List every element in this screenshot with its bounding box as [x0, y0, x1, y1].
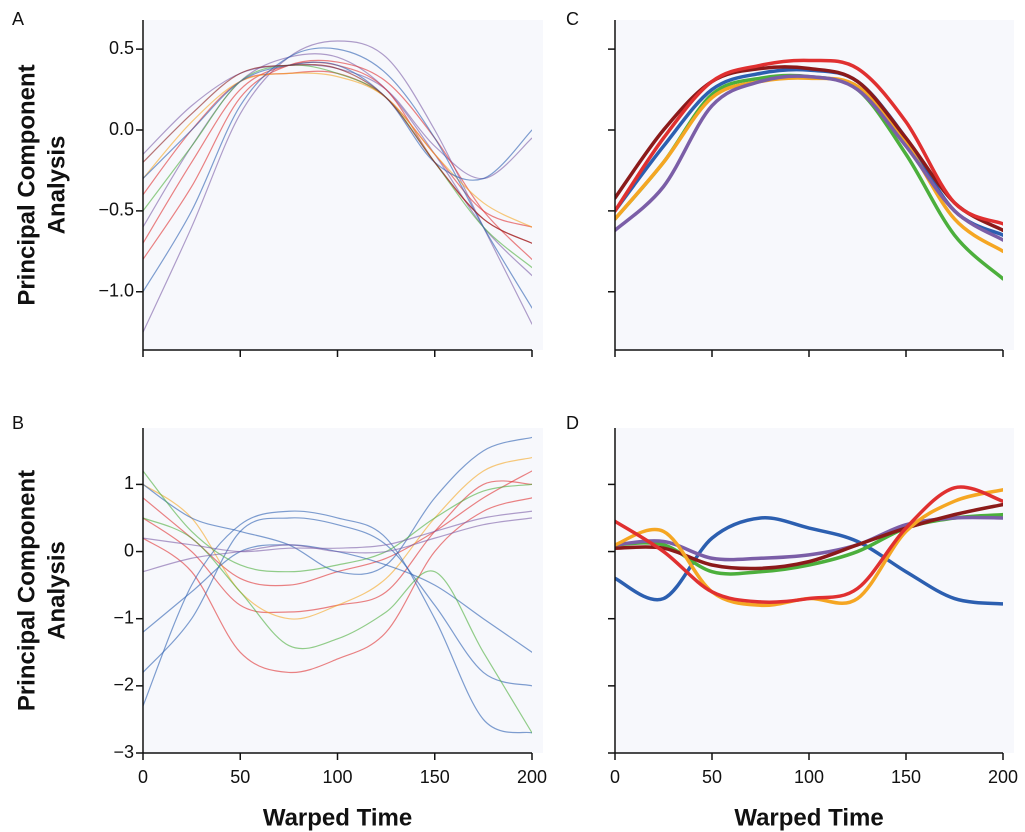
- panel-label: C: [566, 9, 579, 29]
- x-tick-label: 150: [891, 767, 921, 787]
- data-line: [143, 517, 532, 734]
- x-tick-label: 100: [794, 767, 824, 787]
- plot-background: [144, 428, 543, 753]
- data-line: [143, 517, 532, 573]
- data-line: [143, 61, 532, 181]
- data-line: [143, 510, 532, 553]
- data-line: [615, 74, 1003, 242]
- x-tick-label: 200: [988, 767, 1018, 787]
- panel-label: D: [566, 413, 579, 433]
- y-axis-label: Principal Component: [13, 470, 40, 711]
- data-line: [143, 456, 532, 620]
- x-tick-label: 150: [420, 767, 450, 787]
- data-line: [143, 510, 532, 734]
- x-axis-label: Warped Time: [263, 804, 412, 831]
- y-tick-label: 0.5: [109, 38, 134, 58]
- y-tick-label: −0.5: [98, 200, 134, 220]
- x-tick-label: 0: [610, 767, 620, 787]
- y-tick-label: −2: [113, 675, 134, 695]
- y-tick-label: −1: [113, 607, 134, 627]
- data-line: [143, 517, 532, 687]
- y-tick-label: −3: [113, 742, 134, 762]
- plot-background: [616, 428, 1014, 753]
- x-axis-label: Warped Time: [734, 804, 883, 831]
- y-tick-label: 0.0: [109, 119, 134, 139]
- data-line: [143, 72, 532, 228]
- data-line: [615, 65, 1003, 233]
- x-tick-label: 50: [230, 767, 250, 787]
- data-line: [143, 47, 532, 309]
- panel-label: B: [12, 413, 24, 433]
- x-tick-label: 50: [702, 767, 722, 787]
- data-line: [615, 58, 1003, 226]
- y-axis-label: Analysis: [43, 136, 70, 235]
- data-line: [615, 516, 1003, 606]
- y-tick-label: 1: [124, 473, 134, 493]
- data-line: [143, 64, 532, 269]
- y-tick-label: −1.0: [98, 281, 134, 301]
- plot-background: [616, 20, 1014, 350]
- data-line: [143, 436, 532, 575]
- data-line: [143, 470, 532, 573]
- data-line: [615, 485, 1003, 604]
- data-line: [143, 40, 532, 333]
- data-line: [143, 63, 532, 244]
- y-axis-label: Analysis: [43, 541, 70, 640]
- data-line: [615, 502, 1003, 571]
- y-tick-label: 0: [124, 540, 134, 560]
- panel-label: A: [12, 9, 24, 29]
- x-tick-label: 200: [517, 767, 547, 787]
- x-tick-label: 100: [322, 767, 352, 787]
- y-axis-label: Principal Component: [13, 64, 40, 305]
- x-tick-label: 0: [138, 767, 148, 787]
